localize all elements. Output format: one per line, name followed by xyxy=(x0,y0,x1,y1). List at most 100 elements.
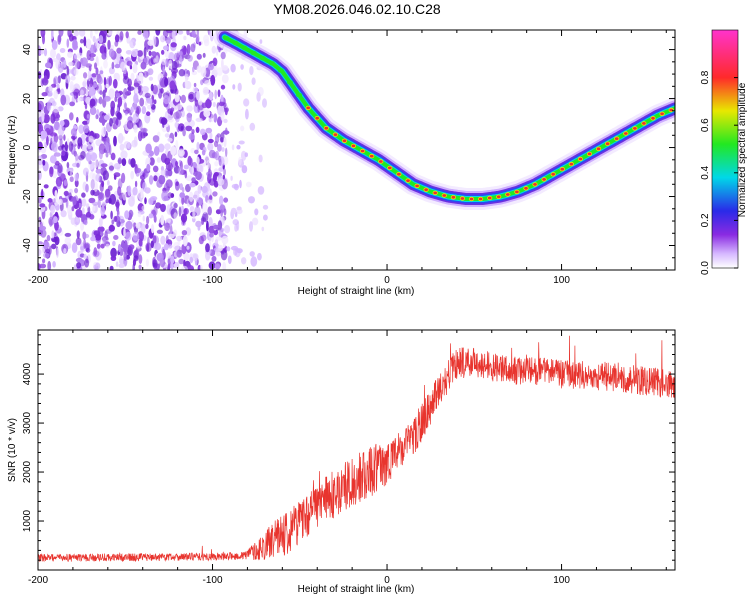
noise-speckle xyxy=(171,60,178,71)
noise-speckle xyxy=(96,243,101,249)
noise-speckle xyxy=(87,70,91,82)
noise-speckle xyxy=(153,99,157,105)
noise-speckle xyxy=(188,191,194,202)
noise-speckle xyxy=(212,224,220,230)
noise-speckle xyxy=(91,161,96,166)
noise-speckle xyxy=(191,129,195,134)
noise-speckle xyxy=(239,179,242,189)
noise-speckle xyxy=(92,201,99,206)
noise-speckle xyxy=(69,101,75,107)
trace-bead-halo xyxy=(223,36,230,41)
noise-speckle xyxy=(208,261,216,270)
trace-bead-halo xyxy=(296,92,303,98)
trace-bead xyxy=(633,126,637,130)
noise-speckle xyxy=(56,83,60,89)
noise-speckle xyxy=(196,90,200,101)
noise-speckle xyxy=(115,261,119,267)
noise-speckle xyxy=(192,66,195,73)
trace-bead xyxy=(415,184,419,188)
trace-bead xyxy=(542,178,546,181)
noise-speckle xyxy=(79,89,84,96)
noise-speckle xyxy=(137,50,143,57)
noise-speckle xyxy=(109,88,116,99)
noise-speckle xyxy=(134,167,142,173)
noise-speckle xyxy=(128,209,134,218)
noise-speckle xyxy=(43,242,49,250)
noise-speckle xyxy=(146,163,151,172)
noise-speckle xyxy=(79,38,84,44)
noise-speckle xyxy=(74,179,79,188)
noise-speckle xyxy=(66,65,70,77)
noise-speckle xyxy=(142,181,147,192)
noise-speckle xyxy=(69,112,74,121)
noise-speckle xyxy=(203,34,210,44)
noise-speckle xyxy=(85,247,91,253)
noise-speckle xyxy=(190,147,196,154)
noise-speckle xyxy=(152,135,160,143)
noise-speckle xyxy=(130,72,135,81)
noise-speckle xyxy=(205,251,211,261)
noise-speckle xyxy=(38,263,41,270)
noise-speckle xyxy=(186,30,190,36)
noise-speckle xyxy=(108,75,113,86)
noise-speckle xyxy=(76,52,83,57)
trace-bead xyxy=(406,179,410,183)
noise-speckle xyxy=(84,258,90,268)
noise-speckle xyxy=(236,206,242,211)
noise-speckle xyxy=(38,170,42,181)
noise-speckle xyxy=(153,146,160,156)
noise-speckle xyxy=(262,98,267,108)
noise-speckle xyxy=(101,137,107,142)
noise-speckle xyxy=(85,211,92,218)
noise-speckle xyxy=(45,62,52,69)
noise-speckle xyxy=(113,135,117,147)
noise-speckle xyxy=(152,165,159,173)
trace-bead xyxy=(505,193,510,196)
noise-speckle xyxy=(189,182,196,188)
noise-speckle xyxy=(81,144,88,153)
snr-y-axis-label: SNR (10 * v/v) xyxy=(7,418,18,482)
colorbar: 0.0 0.2 0.4 0.6 0.8 Normalized spectral ampl… xyxy=(700,29,748,275)
noise-speckle xyxy=(66,161,70,169)
noise-speckle xyxy=(51,101,57,107)
noise-speckle xyxy=(186,265,194,270)
noise-speckle xyxy=(80,246,84,251)
noise-speckle xyxy=(119,256,124,266)
noise-speckle xyxy=(81,192,86,198)
noise-speckle xyxy=(74,54,77,59)
noise-speckle xyxy=(147,44,154,50)
noise-speckle xyxy=(107,185,113,191)
noise-speckle xyxy=(203,109,211,118)
noise-speckle xyxy=(150,196,158,201)
noise-speckle xyxy=(220,84,226,90)
noise-speckle xyxy=(201,185,208,194)
noise-speckle xyxy=(161,58,167,66)
noise-speckle xyxy=(97,226,105,233)
noise-speckle xyxy=(181,195,185,205)
y-tick-label: 0 xyxy=(22,144,33,150)
noise-speckle xyxy=(40,130,48,139)
noise-speckle xyxy=(134,88,139,94)
noise-speckle xyxy=(132,263,135,270)
noise-speckle xyxy=(125,31,129,39)
trace-bead-halo xyxy=(287,80,293,85)
colorbar-tick-label: 0.4 xyxy=(700,165,711,179)
noise-speckle xyxy=(205,243,210,253)
noise-speckle xyxy=(196,53,202,60)
noise-speckle xyxy=(85,96,92,105)
noise-speckle xyxy=(141,86,149,93)
noise-speckle xyxy=(86,50,92,61)
noise-speckle xyxy=(58,35,62,43)
noise-speckle xyxy=(103,126,107,135)
noise-speckle xyxy=(167,192,173,199)
noise-speckle xyxy=(41,92,48,97)
noise-speckle xyxy=(153,205,158,216)
spectrogram-image xyxy=(38,30,675,270)
noise-speckle xyxy=(191,30,196,38)
noise-speckle xyxy=(207,63,214,71)
noise-speckle xyxy=(67,138,70,146)
noise-speckle xyxy=(140,61,147,70)
noise-speckle xyxy=(164,49,170,58)
noise-speckle xyxy=(62,119,70,128)
noise-speckle xyxy=(145,242,152,252)
